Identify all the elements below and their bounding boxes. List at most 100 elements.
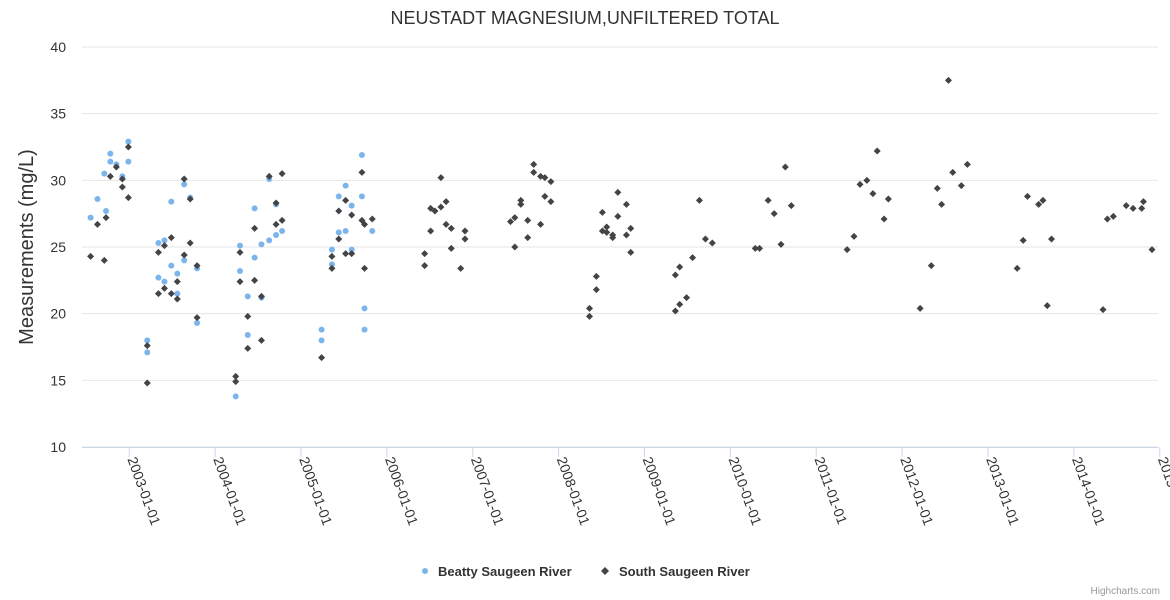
point-south-4[interactable]: [106, 172, 114, 180]
point-beatty-47[interactable]: [348, 202, 355, 209]
point-south-132[interactable]: [1013, 264, 1021, 272]
point-south-73[interactable]: [517, 200, 525, 208]
point-south-26[interactable]: [232, 372, 240, 380]
point-south-128[interactable]: [944, 76, 952, 84]
point-south-32[interactable]: [251, 224, 259, 232]
point-south-140[interactable]: [1103, 215, 1111, 223]
point-south-14[interactable]: [160, 242, 168, 250]
point-south-49[interactable]: [348, 250, 356, 258]
point-beatty-49[interactable]: [358, 152, 365, 158]
point-south-116[interactable]: [843, 246, 851, 254]
legend-label-south[interactable]: South Saugeen River: [619, 564, 750, 579]
point-south-107[interactable]: [701, 235, 709, 243]
point-south-75[interactable]: [524, 234, 532, 242]
point-beatty-30[interactable]: [251, 205, 258, 212]
point-south-64[interactable]: [447, 244, 455, 252]
point-south-131[interactable]: [963, 160, 971, 168]
point-south-8[interactable]: [124, 143, 132, 151]
point-south-61[interactable]: [437, 203, 445, 211]
point-south-42[interactable]: [328, 252, 336, 260]
point-south-6[interactable]: [118, 183, 126, 191]
point-beatty-12[interactable]: [155, 240, 162, 246]
point-south-59[interactable]: [431, 207, 439, 215]
point-south-102[interactable]: [676, 263, 684, 271]
point-south-96[interactable]: [622, 200, 630, 208]
point-beatty-53[interactable]: [369, 228, 376, 234]
point-beatty-4[interactable]: [107, 150, 114, 157]
point-south-81[interactable]: [541, 192, 549, 200]
point-south-84[interactable]: [586, 304, 594, 312]
point-south-97[interactable]: [622, 231, 630, 239]
point-south-47[interactable]: [342, 250, 350, 258]
point-south-138[interactable]: [1048, 235, 1056, 243]
point-beatty-46[interactable]: [342, 228, 349, 234]
point-south-98[interactable]: [627, 224, 635, 232]
point-south-11[interactable]: [143, 379, 151, 387]
point-south-72[interactable]: [517, 196, 525, 204]
point-south-133[interactable]: [1019, 236, 1027, 244]
point-south-77[interactable]: [530, 168, 538, 176]
point-south-87[interactable]: [592, 286, 600, 294]
point-beatty-13[interactable]: [155, 274, 162, 281]
point-beatty-25[interactable]: [232, 393, 239, 400]
point-south-139[interactable]: [1099, 306, 1107, 314]
point-south-45[interactable]: [335, 235, 343, 243]
point-beatty-21[interactable]: [181, 257, 188, 264]
point-south-85[interactable]: [586, 312, 594, 320]
point-south-22[interactable]: [186, 195, 194, 203]
point-south-24[interactable]: [193, 262, 201, 270]
point-south-125[interactable]: [927, 262, 935, 270]
point-south-124[interactable]: [916, 304, 924, 312]
point-south-141[interactable]: [1109, 212, 1117, 220]
point-beatty-40[interactable]: [318, 337, 325, 344]
point-south-111[interactable]: [764, 196, 772, 204]
point-south-1[interactable]: [93, 220, 101, 228]
point-south-145[interactable]: [1139, 198, 1147, 206]
point-south-83[interactable]: [547, 198, 555, 206]
point-south-101[interactable]: [671, 307, 679, 315]
legend-label-beatty[interactable]: Beatty Saugeen River: [438, 564, 572, 579]
point-south-58[interactable]: [427, 227, 435, 235]
point-beatty-42[interactable]: [328, 261, 335, 268]
point-south-129[interactable]: [949, 168, 957, 176]
point-south-3[interactable]: [102, 214, 110, 222]
point-south-56[interactable]: [421, 262, 429, 270]
point-south-110[interactable]: [756, 244, 764, 252]
point-beatty-39[interactable]: [318, 326, 325, 333]
point-south-23[interactable]: [186, 239, 194, 247]
point-beatty-45[interactable]: [342, 182, 349, 189]
point-south-143[interactable]: [1129, 204, 1137, 212]
point-south-144[interactable]: [1138, 204, 1146, 212]
point-south-130[interactable]: [957, 182, 965, 190]
point-south-69[interactable]: [507, 218, 515, 226]
point-south-44[interactable]: [335, 207, 343, 215]
point-south-65[interactable]: [447, 224, 455, 232]
point-beatty-20[interactable]: [181, 181, 188, 188]
point-south-117[interactable]: [850, 232, 858, 240]
point-south-50[interactable]: [358, 168, 366, 176]
point-south-86[interactable]: [592, 272, 600, 280]
point-beatty-35[interactable]: [266, 237, 273, 244]
point-beatty-28[interactable]: [244, 332, 251, 338]
point-south-31[interactable]: [244, 344, 252, 352]
point-beatty-5[interactable]: [107, 158, 114, 165]
point-south-95[interactable]: [614, 212, 622, 220]
point-beatty-9[interactable]: [125, 158, 132, 165]
point-beatty-50[interactable]: [358, 193, 365, 200]
point-south-136[interactable]: [1039, 196, 1047, 204]
point-south-15[interactable]: [160, 284, 168, 292]
point-south-134[interactable]: [1023, 192, 1031, 200]
point-south-115[interactable]: [787, 202, 795, 210]
point-south-99[interactable]: [627, 248, 635, 256]
point-south-5[interactable]: [112, 163, 120, 171]
point-south-118[interactable]: [856, 180, 864, 188]
point-south-120[interactable]: [869, 190, 877, 198]
point-beatty-0[interactable]: [87, 214, 94, 221]
point-south-142[interactable]: [1122, 202, 1130, 210]
point-south-63[interactable]: [442, 198, 450, 206]
point-south-137[interactable]: [1043, 302, 1051, 310]
point-south-53[interactable]: [361, 264, 369, 272]
point-south-10[interactable]: [143, 342, 151, 350]
point-south-71[interactable]: [511, 243, 519, 251]
point-south-108[interactable]: [708, 239, 716, 247]
